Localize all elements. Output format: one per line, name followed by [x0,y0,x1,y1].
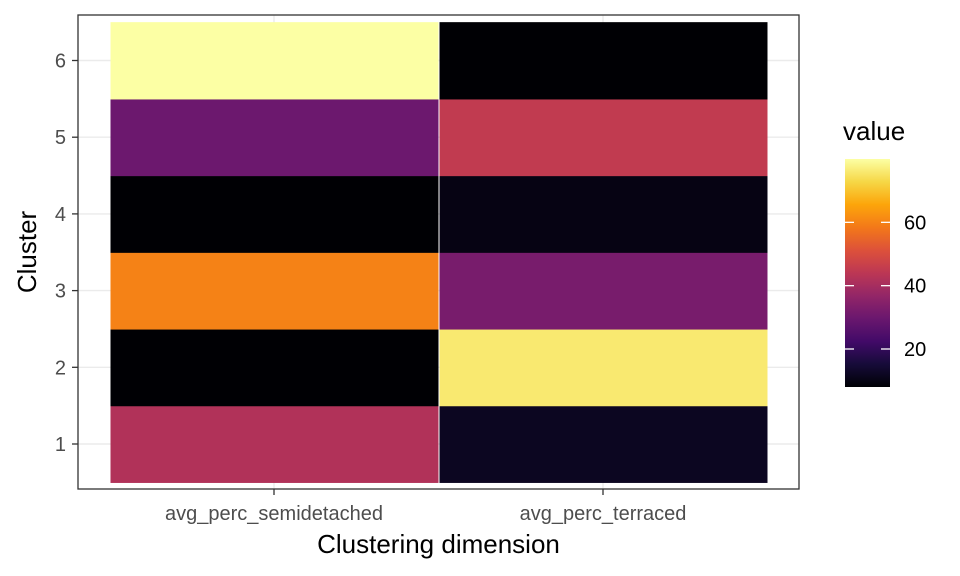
y-tick-label: 5 [55,127,66,149]
heatmap-cell [439,405,768,483]
x-tick-label: avg_perc_semidetached [165,503,383,525]
heatmap-cell [439,328,768,407]
legend-tick-label: 60 [904,212,926,234]
legend-tick-label: 20 [904,339,926,361]
heatmap-cell [439,22,768,100]
heatmap-cell [110,175,439,253]
legend-ticks: 20 40 60 [845,212,926,361]
x-axis: avg_perc_semidetached avg_perc_terraced [165,489,686,525]
heatmap-cell [110,22,439,100]
legend-title: value [843,116,905,146]
heatmap-cell [110,405,439,483]
y-tick-label: 6 [55,51,66,73]
x-tick-label: avg_perc_terraced [520,503,687,525]
y-tick-label: 1 [55,434,66,456]
heatmap-cell [110,328,439,407]
heatmap-cell [110,98,439,177]
heatmap-cell [439,252,768,330]
y-axis-title: Cluster [12,210,42,293]
y-tick-label: 4 [55,204,66,226]
plot-panel-border [77,14,800,490]
x-axis-title: Clustering dimension [317,529,560,559]
heatmap-cell [110,252,439,330]
legend-tick-label: 40 [904,276,926,298]
heatmap-cell [439,98,768,177]
y-tick-label: 2 [55,357,66,379]
heatmap-cells [110,22,768,483]
legend-colorbar [845,159,890,387]
heatmap-cell [439,175,768,253]
y-tick-label: 3 [55,281,66,303]
color-legend: value 20 40 60 [843,116,926,387]
y-axis: 1 2 3 4 5 6 [55,51,78,456]
